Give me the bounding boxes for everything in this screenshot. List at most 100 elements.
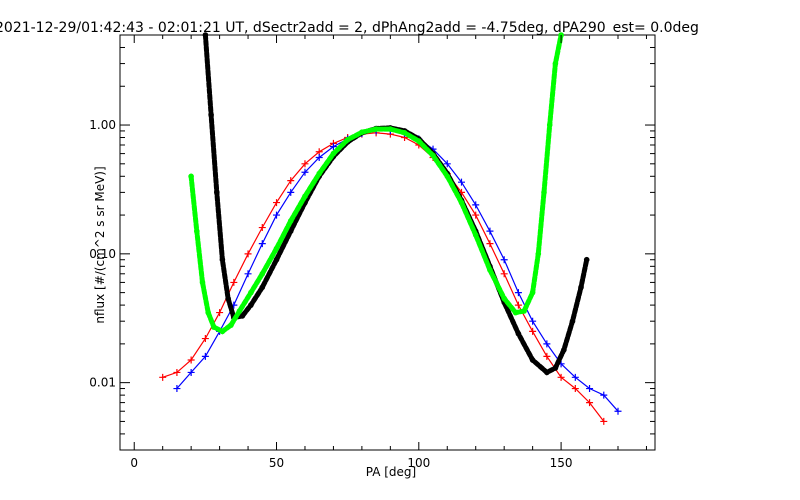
series-2-point xyxy=(515,330,522,337)
series-3-point xyxy=(416,138,422,144)
series-3-point xyxy=(501,295,508,302)
series-0-point xyxy=(514,301,522,309)
series-3-point xyxy=(259,271,266,277)
x-tick-label: 0 xyxy=(130,456,138,470)
series-1-point xyxy=(287,188,295,196)
series-3-point xyxy=(458,199,465,206)
series-0-point xyxy=(187,356,195,364)
series-0-point xyxy=(486,240,494,248)
series-1-point xyxy=(329,143,337,151)
series-3-point xyxy=(521,308,527,314)
series-3-point xyxy=(359,129,365,135)
series-3-line xyxy=(188,32,564,335)
series-2-point xyxy=(239,313,246,319)
series-1-point xyxy=(443,160,451,168)
series-1-point xyxy=(586,385,594,393)
series-3-point xyxy=(248,289,254,296)
series-2-point xyxy=(561,347,567,353)
series-3-point xyxy=(188,173,194,180)
series-3-point xyxy=(273,245,280,252)
series-1-point xyxy=(543,340,551,348)
series-1-point xyxy=(301,168,309,176)
series-3-point xyxy=(194,228,200,234)
series-3-point xyxy=(211,324,217,330)
series-1-point xyxy=(614,407,622,415)
series-1-point xyxy=(315,153,323,161)
series-0-point xyxy=(586,399,594,407)
series-1-point xyxy=(500,256,508,264)
y-tick-label: 0.01 xyxy=(89,376,116,390)
series-2-point xyxy=(552,365,559,371)
series-2-point xyxy=(225,295,231,302)
series-3-point xyxy=(487,267,493,273)
series-1-point xyxy=(457,178,465,186)
series-3-point xyxy=(387,126,394,132)
series-0-point xyxy=(557,373,565,381)
series-3-point xyxy=(236,308,243,314)
series-0-point xyxy=(273,199,281,207)
series-3-point xyxy=(199,279,206,286)
series-1-point xyxy=(600,391,608,399)
series-1-point xyxy=(173,385,181,393)
series-1-point xyxy=(571,373,579,381)
series-1-point xyxy=(244,270,252,278)
series-0-line xyxy=(162,132,605,422)
series-0-point xyxy=(600,417,608,425)
series-2-point xyxy=(219,256,226,263)
series-3-point xyxy=(330,150,337,157)
series-2-point xyxy=(569,318,576,325)
series-0-point xyxy=(543,352,551,360)
plot-frame xyxy=(119,34,656,451)
series-3-point xyxy=(344,136,351,143)
tick-layer: 0 50 100 150 0.01 0.10 1.00 xyxy=(89,34,655,470)
series-3-point xyxy=(444,173,451,180)
series-0-point xyxy=(216,309,224,317)
series-0 xyxy=(159,129,608,425)
series-3-point xyxy=(529,289,536,296)
series-0-point xyxy=(571,385,579,393)
series-3-point xyxy=(546,122,553,128)
chart-title: 2021-12-29/01:42:43 - 02:01:21 UT, dSect… xyxy=(0,20,699,36)
series-0-point xyxy=(258,224,266,232)
series-3-point xyxy=(430,152,436,159)
x-axis-label: PA [deg] xyxy=(366,465,416,479)
series-3-point xyxy=(287,218,294,224)
series-1-point xyxy=(514,289,522,297)
series-0-point xyxy=(472,211,480,219)
series-3-point xyxy=(205,309,211,316)
series-1-point xyxy=(201,352,209,360)
series-2 xyxy=(202,32,590,376)
series-3-point xyxy=(302,193,308,199)
series-3-point xyxy=(373,126,379,132)
series-1-point xyxy=(529,317,537,325)
x-tick-label: 150 xyxy=(550,456,573,470)
series-0-point xyxy=(529,327,537,335)
series-2-point xyxy=(287,228,294,234)
series-1 xyxy=(173,127,622,415)
y-tick-label: 1.00 xyxy=(89,118,116,132)
series-2-point xyxy=(202,32,209,38)
series-3-point xyxy=(535,251,542,257)
y-tick-label: 0.10 xyxy=(89,247,116,261)
series-3-point xyxy=(401,130,408,136)
series-2-point xyxy=(259,284,266,291)
series-3 xyxy=(188,32,564,335)
series-3-point xyxy=(219,328,226,335)
series-2-point xyxy=(208,112,214,118)
x-tick-label: 50 xyxy=(269,456,284,470)
series-1-point xyxy=(273,211,281,219)
series-2-point xyxy=(273,256,280,263)
series-2-point xyxy=(248,302,254,308)
series-0-point xyxy=(159,373,167,381)
series-3-point xyxy=(541,189,547,196)
series-0-point xyxy=(500,270,508,278)
y-axis-label: nflux [#/(cm^2 s sr MeV)] xyxy=(93,166,107,323)
series-0-point xyxy=(301,160,309,168)
series-0-point xyxy=(244,250,252,258)
series-3-point xyxy=(228,322,234,328)
series-3-point xyxy=(472,232,479,238)
series-1-point xyxy=(472,201,480,209)
series-2-point xyxy=(583,256,590,263)
series-2-point xyxy=(529,357,536,363)
